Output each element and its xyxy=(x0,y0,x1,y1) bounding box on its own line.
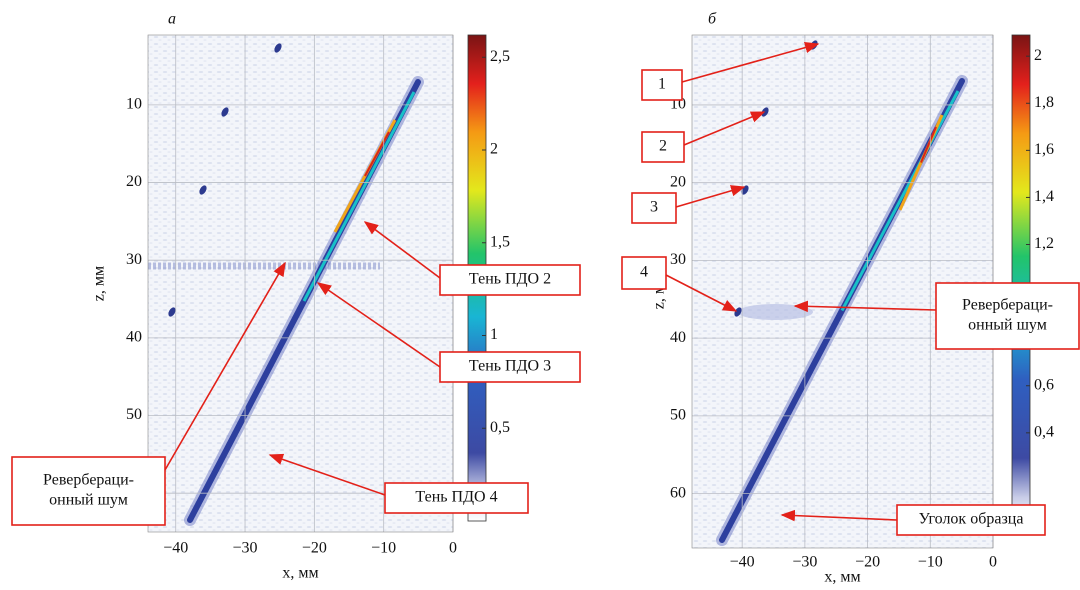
colorbar-tick-label: 1,4 xyxy=(1034,188,1054,205)
defect-spot xyxy=(168,307,176,317)
colorbar-tick-label: 1,5 xyxy=(490,233,510,250)
annotation-text: 4 xyxy=(640,264,648,281)
annotation-box xyxy=(11,456,166,526)
x-tick-label: 0 xyxy=(989,554,997,571)
annotation-arrow xyxy=(780,509,898,522)
annotation-box xyxy=(621,256,667,290)
y-tick-label: 50 xyxy=(126,406,142,423)
annotation-text: Тень ПДО 3 xyxy=(469,358,551,375)
annotation-arrow xyxy=(164,261,286,471)
colorbar-tick-label: 1,2 xyxy=(1034,235,1054,252)
y-tick-label: 40 xyxy=(670,329,686,346)
annotation-arrow xyxy=(675,185,746,208)
annotation-arrow xyxy=(268,453,386,496)
y-axis-label: z, мм xyxy=(91,266,108,301)
annotation-box xyxy=(439,264,581,296)
streak-peak xyxy=(364,131,390,177)
colorbar-tick-label: 1,6 xyxy=(1034,141,1054,158)
annotation-arrow xyxy=(793,300,937,313)
annotation-text: Уголок образца xyxy=(919,511,1024,528)
x-axis-label: x, мм xyxy=(824,569,860,585)
annotation-box xyxy=(935,282,1080,350)
panel-label: б xyxy=(708,11,717,28)
y-tick-label: 10 xyxy=(126,96,142,113)
annotation-text: 2 xyxy=(659,138,667,155)
colorbar-tick-label: 0,6 xyxy=(1034,376,1054,393)
annotation-text: 3 xyxy=(650,199,658,216)
annotation-arrow xyxy=(665,274,738,312)
defect-spot xyxy=(221,107,229,117)
annotation-text: Тень ПДО 2 xyxy=(469,271,551,288)
colorbar-tick-label: 2 xyxy=(1034,47,1042,64)
colorbar-tick-label: 0,5 xyxy=(490,419,510,436)
x-tick-label: 0 xyxy=(449,540,457,557)
y-tick-label: 30 xyxy=(126,251,142,268)
y-tick-label: 60 xyxy=(670,484,686,501)
colorbar-tick-label: 1 xyxy=(490,326,498,343)
annotation-box xyxy=(384,482,529,514)
x-axis-label: x, мм xyxy=(282,565,318,582)
x-tick-label: −40 xyxy=(163,540,188,557)
colorbar-tick-label: 2 xyxy=(490,141,498,158)
y-tick-label: 30 xyxy=(670,251,686,268)
annotation-box xyxy=(896,504,1046,536)
annotation-text: Ревербераци- xyxy=(962,297,1053,314)
streak-peak xyxy=(920,126,937,163)
y-tick-label: 20 xyxy=(670,173,686,190)
streak-core xyxy=(840,90,960,312)
defect-spot xyxy=(199,185,207,195)
x-tick-label: −20 xyxy=(302,540,327,557)
colorbar-tick-label: 2,5 xyxy=(490,48,510,65)
x-tick-label: −10 xyxy=(371,540,396,557)
annotation-text: онный шум xyxy=(968,317,1047,334)
annotation-text: 1 xyxy=(658,76,666,93)
annotation-box xyxy=(439,351,581,383)
annotation-text: Ревербераци- xyxy=(43,472,134,489)
colorbar-tick-label: 1,8 xyxy=(1034,94,1054,111)
x-tick-label: −30 xyxy=(233,540,258,557)
colorbar xyxy=(1011,34,1031,528)
annotation-box xyxy=(641,131,685,163)
annotation-arrow xyxy=(683,111,766,146)
streak-core xyxy=(302,91,416,302)
annotation-box xyxy=(631,192,677,224)
panel-label: а xyxy=(168,11,176,28)
x-tick-label: −30 xyxy=(792,554,817,571)
defect-spot xyxy=(274,43,282,53)
y-tick-label: 20 xyxy=(126,173,142,190)
annotation-arrow xyxy=(316,282,441,368)
y-tick-label: 50 xyxy=(670,407,686,424)
annotation-box xyxy=(641,69,683,101)
colorbar-tick-label: 0,4 xyxy=(1034,424,1054,441)
x-tick-label: −40 xyxy=(730,554,755,571)
annotation-arrow xyxy=(363,221,441,279)
x-tick-label: −20 xyxy=(855,554,880,571)
annotation-text: Тень ПДО 4 xyxy=(415,489,497,506)
annotation-arrow xyxy=(681,41,820,83)
annotation-text: онный шум xyxy=(49,492,128,509)
y-tick-label: 40 xyxy=(126,329,142,346)
x-tick-label: −10 xyxy=(918,554,943,571)
